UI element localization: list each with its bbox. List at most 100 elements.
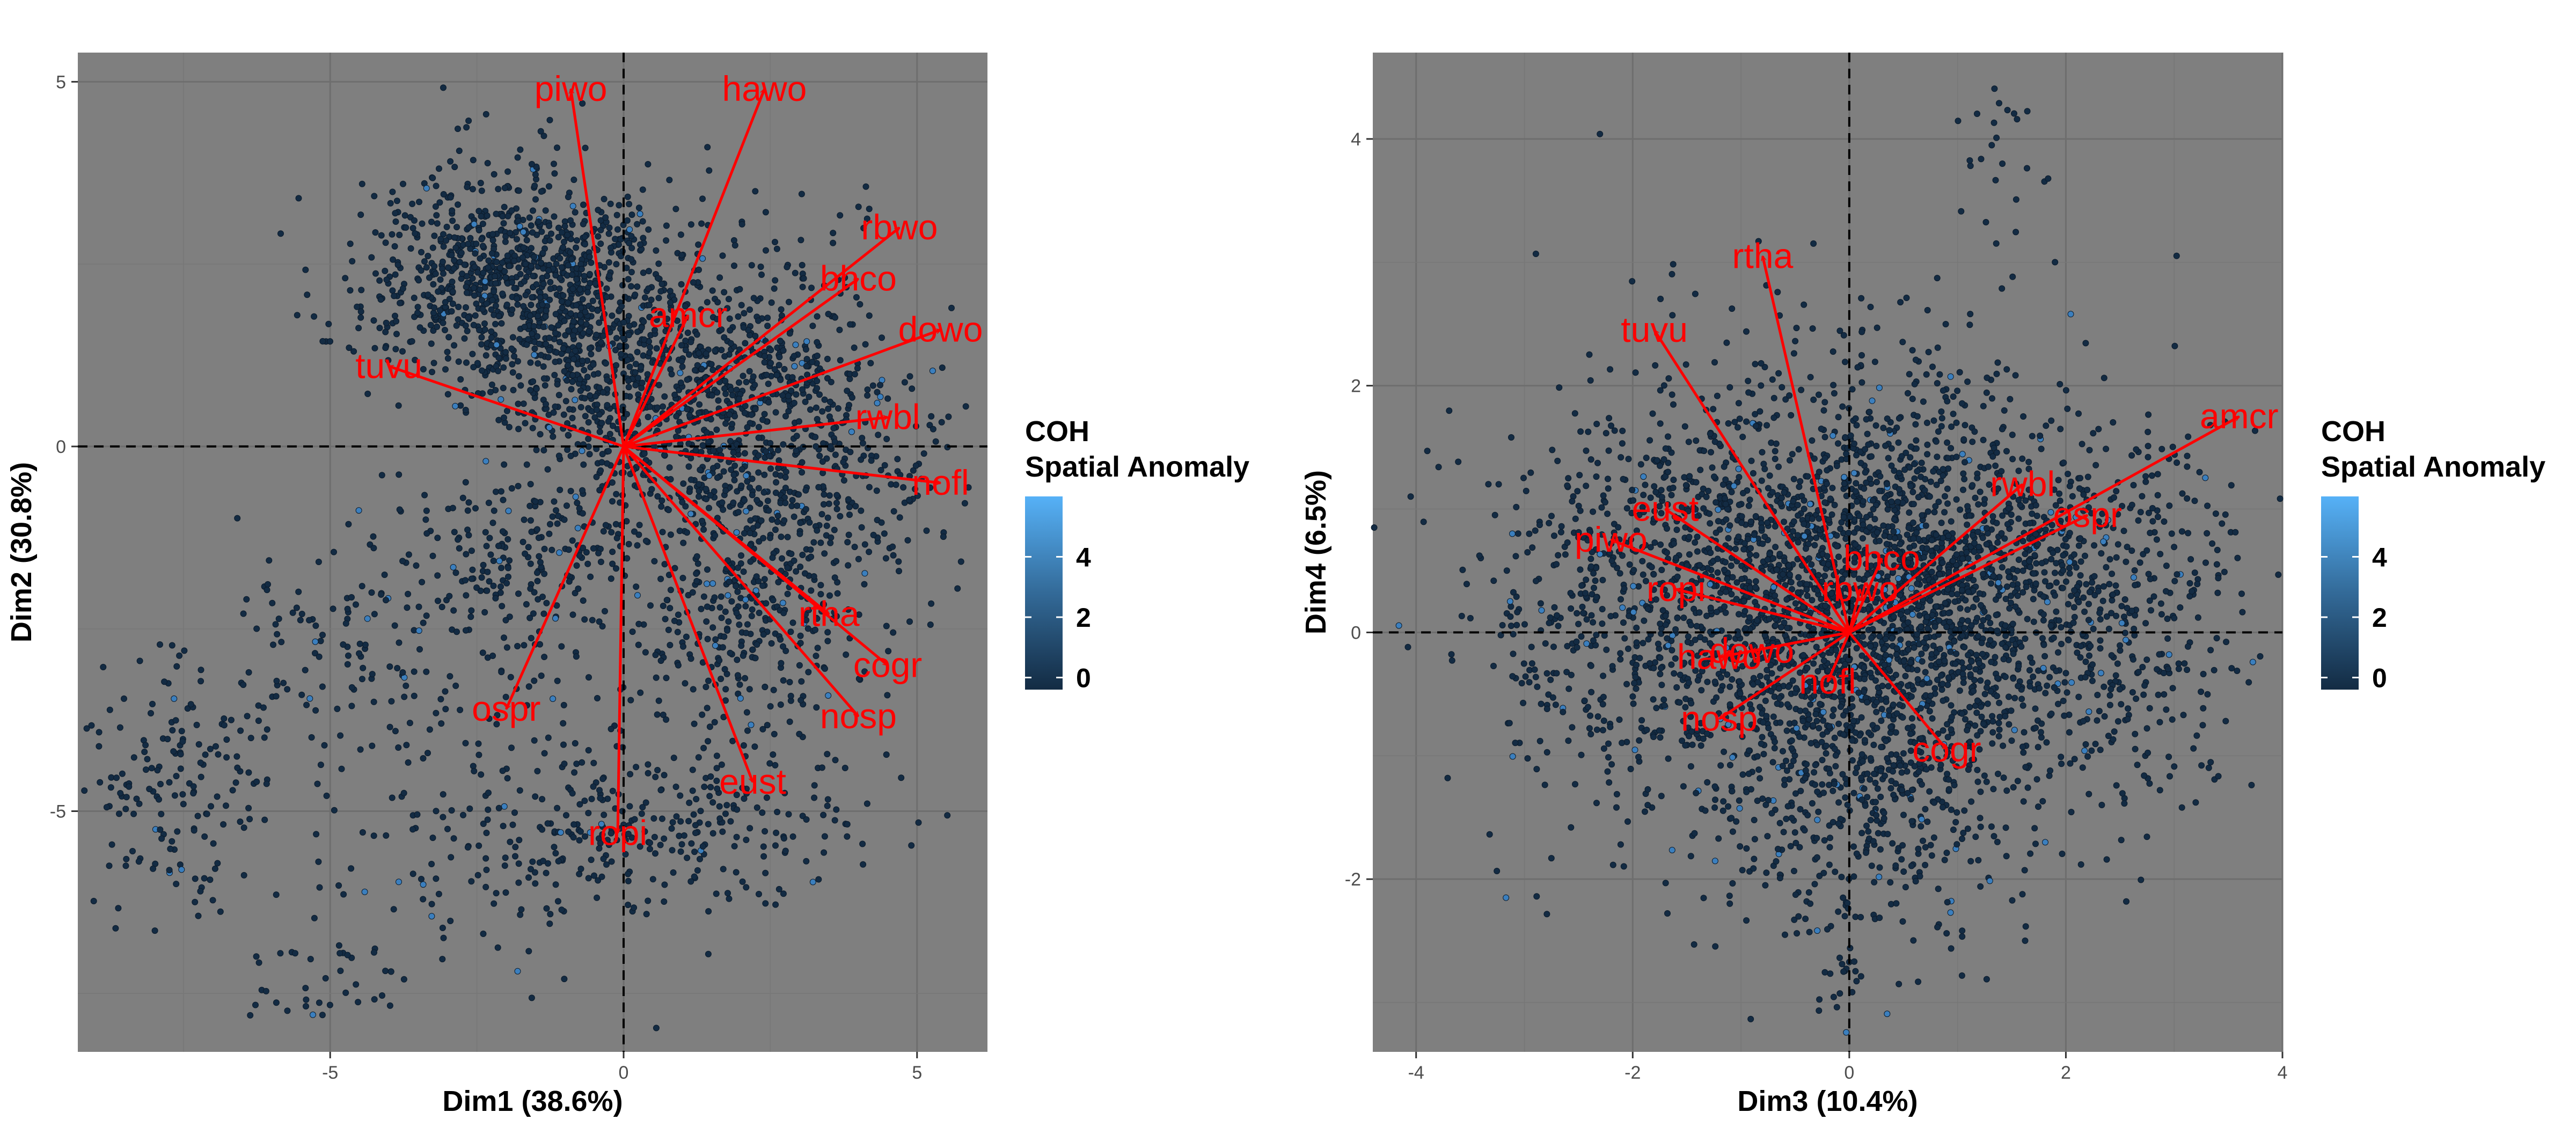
data-point	[515, 482, 522, 489]
data-point	[565, 431, 572, 438]
data-point	[173, 773, 180, 780]
data-point	[727, 340, 734, 347]
data-point	[1752, 361, 1759, 368]
data-point	[486, 535, 493, 541]
data-point	[566, 578, 573, 585]
data-point	[602, 214, 609, 221]
data-point	[816, 391, 823, 398]
data-point	[609, 498, 616, 505]
data-point	[377, 296, 384, 303]
data-point	[436, 307, 443, 314]
data-point	[370, 698, 377, 705]
data-point	[642, 799, 649, 806]
data-point	[608, 244, 614, 251]
data-point	[826, 398, 833, 405]
data-point	[831, 574, 838, 581]
data-point	[1836, 327, 1843, 334]
data-point	[1809, 325, 1816, 332]
data-point	[844, 821, 851, 828]
data-point	[1961, 475, 1968, 482]
data-point	[814, 339, 821, 346]
data-point	[840, 477, 847, 484]
data-point	[741, 409, 748, 416]
data-point	[530, 273, 536, 280]
data-point	[807, 546, 814, 553]
data-point	[1906, 371, 1913, 378]
data-point	[425, 750, 431, 757]
data-point	[493, 341, 500, 348]
data-point	[422, 516, 429, 523]
data-point	[1957, 605, 1964, 612]
data-point	[97, 779, 104, 786]
data-point	[2003, 787, 2010, 794]
data-point	[433, 212, 440, 219]
data-point	[1911, 475, 1918, 482]
data-point	[520, 303, 527, 310]
data-point	[816, 452, 823, 459]
data-point	[237, 818, 244, 825]
data-point	[378, 591, 385, 598]
data-point	[337, 732, 344, 739]
data-point	[632, 291, 639, 298]
data-point	[597, 559, 604, 565]
data-point	[174, 828, 181, 835]
data-point	[208, 803, 214, 810]
data-point	[749, 606, 756, 613]
data-point	[273, 693, 280, 700]
data-point	[799, 552, 806, 558]
data-point	[802, 398, 809, 405]
data-point	[506, 557, 513, 564]
data-point	[437, 696, 444, 702]
data-point	[416, 199, 422, 206]
data-point	[748, 721, 755, 728]
data-point	[636, 210, 643, 217]
data-point	[521, 278, 528, 285]
data-point	[628, 211, 635, 218]
data-point	[292, 950, 298, 957]
data-point	[348, 865, 355, 872]
data-point	[502, 238, 509, 245]
data-point	[446, 592, 453, 599]
data-point	[389, 188, 396, 195]
data-point	[355, 999, 362, 1006]
data-point	[459, 494, 466, 501]
data-point	[900, 484, 907, 491]
data-point	[429, 244, 436, 251]
data-point	[796, 530, 803, 537]
data-point	[543, 341, 550, 348]
data-point	[786, 298, 792, 305]
data-point	[452, 402, 459, 409]
data-point	[843, 651, 850, 658]
data-point	[735, 509, 742, 516]
data-point	[316, 999, 323, 1006]
data-point	[576, 552, 583, 559]
data-point	[461, 335, 468, 342]
data-point	[1924, 818, 1931, 825]
data-point	[529, 229, 536, 236]
data-point	[531, 253, 537, 260]
data-point	[661, 898, 668, 905]
data-point	[480, 561, 487, 568]
data-point	[1995, 733, 2002, 740]
data-point	[667, 587, 674, 594]
data-point	[547, 279, 554, 286]
data-point	[687, 221, 694, 228]
data-point	[608, 726, 614, 733]
data-point	[598, 420, 605, 427]
data-point	[531, 352, 538, 358]
data-point	[760, 489, 767, 496]
data-point	[383, 276, 390, 283]
data-point	[2082, 658, 2089, 665]
data-point	[501, 862, 508, 869]
data-point	[558, 264, 565, 271]
data-point	[835, 405, 841, 412]
data-point	[440, 84, 447, 91]
data-point	[718, 593, 724, 600]
data-point	[674, 628, 681, 635]
data-point	[420, 619, 427, 626]
data-point	[1712, 943, 1719, 950]
data-point	[1629, 278, 1636, 285]
data-point	[663, 237, 670, 244]
data-point	[796, 730, 803, 737]
